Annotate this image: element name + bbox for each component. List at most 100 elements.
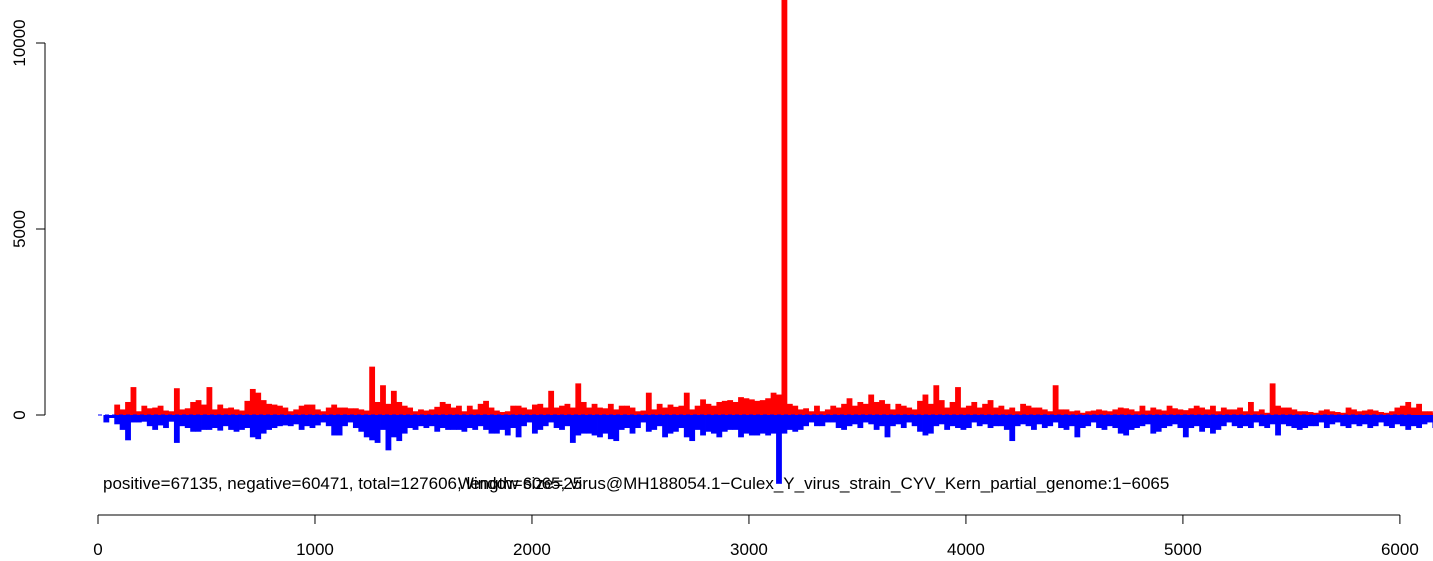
negative-bar xyxy=(721,415,728,432)
negative-bar xyxy=(1161,415,1168,429)
negative-bar xyxy=(434,415,441,432)
negative-bar xyxy=(363,415,370,438)
negative-bar xyxy=(298,415,305,430)
positive-bar xyxy=(824,409,831,415)
positive-bar xyxy=(477,403,484,415)
negative-bar xyxy=(618,415,625,430)
negative-bar xyxy=(759,415,766,434)
negative-bar xyxy=(493,415,500,434)
positive-bar xyxy=(1139,405,1146,415)
positive-bar xyxy=(716,401,723,415)
positive-bar xyxy=(776,394,782,415)
negative-bar xyxy=(521,415,527,427)
positive-bar xyxy=(320,411,327,415)
positive-bar xyxy=(266,403,272,415)
positive-bar xyxy=(1416,403,1422,415)
negative-bar xyxy=(694,415,701,430)
negative-bar xyxy=(369,415,376,441)
positive-bar xyxy=(1112,409,1119,415)
positive-bar xyxy=(1020,403,1026,415)
negative-bar xyxy=(1117,415,1124,434)
positive-bar xyxy=(553,407,560,415)
positive-bar xyxy=(1150,407,1157,415)
negative-bar xyxy=(1269,415,1276,425)
positive-bar xyxy=(1334,412,1341,415)
positive-bar xyxy=(466,405,473,415)
positive-bar xyxy=(1009,407,1016,415)
negative-bar xyxy=(1101,415,1108,430)
positive-bar xyxy=(1085,411,1092,415)
negative-bar xyxy=(852,415,858,425)
negative-bar xyxy=(662,415,668,438)
negative-bar xyxy=(824,415,831,423)
positive-bar xyxy=(271,404,278,415)
negative-bar xyxy=(542,415,549,427)
positive-bar xyxy=(645,392,652,415)
negative-bar xyxy=(1079,415,1086,429)
positive-bar xyxy=(1253,411,1260,415)
positive-bar xyxy=(1058,409,1064,415)
positive-bar xyxy=(390,390,397,415)
positive-bar xyxy=(1427,411,1433,415)
negative-bar xyxy=(1166,415,1173,427)
positive-bar xyxy=(504,411,511,415)
positive-bar xyxy=(515,405,522,415)
positive-bar xyxy=(1096,409,1102,415)
negative-bar xyxy=(846,415,853,427)
positive-bar xyxy=(1215,411,1222,415)
negative-bar xyxy=(1389,415,1395,429)
negative-bar xyxy=(168,415,175,422)
positive-bar xyxy=(1291,409,1298,415)
negative-bar xyxy=(797,415,804,430)
negative-bar xyxy=(830,415,837,423)
negative-bar xyxy=(819,415,826,427)
negative-bar xyxy=(1318,415,1325,423)
positive-bar xyxy=(1231,409,1238,415)
negative-bar xyxy=(293,415,300,425)
negative-bar xyxy=(407,415,414,429)
positive-bar xyxy=(656,403,663,415)
negative-bar xyxy=(927,415,934,434)
positive-bar xyxy=(309,404,316,415)
positive-bar xyxy=(434,406,441,415)
positive-bar xyxy=(483,400,489,415)
positive-bar xyxy=(814,405,820,415)
positive-bar xyxy=(1106,411,1113,415)
negative-bar xyxy=(439,415,446,429)
x-tick-label: 0 xyxy=(93,540,102,559)
positive-bar xyxy=(510,405,517,415)
negative-bar xyxy=(1069,415,1075,427)
positive-bar xyxy=(732,401,739,415)
positive-bar xyxy=(895,403,902,415)
negative-bar xyxy=(580,415,587,434)
positive-bar xyxy=(868,394,875,415)
positive-bar xyxy=(304,404,310,415)
x-ticks: 0 1000 2000 3000 4000 5000 6000 xyxy=(93,515,1419,559)
positive-bar xyxy=(830,405,837,415)
positive-bar xyxy=(190,401,197,415)
positive-bar xyxy=(857,401,864,415)
negative-bar xyxy=(179,415,186,427)
positive-bar xyxy=(542,407,549,415)
positive-bar xyxy=(803,408,810,415)
negative-bar xyxy=(146,415,153,427)
negative-bar xyxy=(342,415,348,427)
negative-bar xyxy=(1351,415,1357,425)
negative-bar xyxy=(1356,415,1363,427)
positive-bar xyxy=(456,405,462,415)
negative-bar xyxy=(211,415,218,429)
positive-bar xyxy=(439,401,446,415)
positive-bar xyxy=(607,403,614,415)
negative-bar xyxy=(743,415,750,434)
positive-bar xyxy=(1410,407,1417,415)
negative-bar xyxy=(461,415,468,432)
negative-bar xyxy=(841,415,847,430)
positive-bar xyxy=(738,397,744,415)
negative-bar xyxy=(380,415,386,430)
positive-bar xyxy=(591,403,598,415)
negative-bar xyxy=(965,415,972,429)
negative-bar xyxy=(678,415,685,429)
negative-bar xyxy=(1242,415,1249,427)
x-tick-label: 1000 xyxy=(296,540,334,559)
